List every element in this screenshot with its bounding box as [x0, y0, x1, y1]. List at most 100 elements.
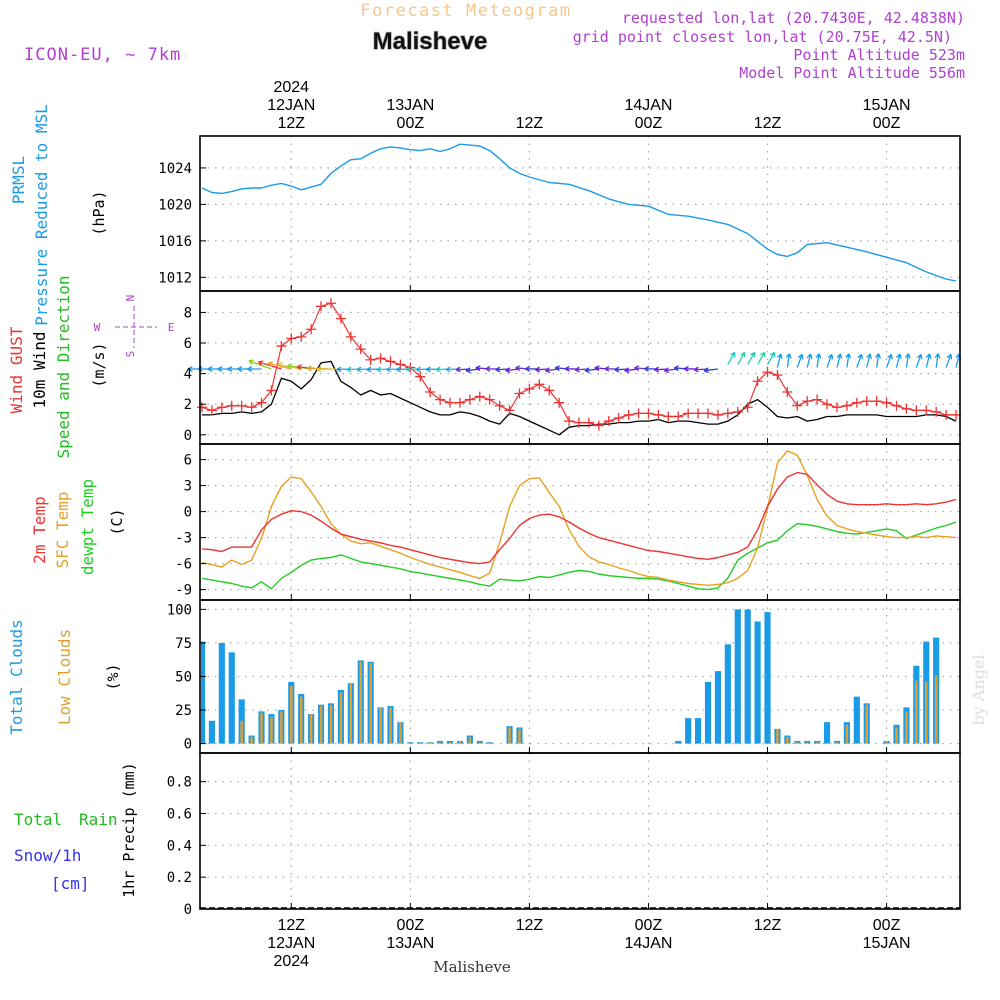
wind-speed-dir-label: Speed and Direction [54, 275, 73, 458]
compass-s: S [124, 351, 137, 358]
low-cloud-bar [885, 740, 888, 744]
total-cloud-bar [486, 742, 493, 744]
wind-direction-arrow [895, 353, 902, 368]
gust-marker [881, 397, 892, 408]
panel-frame [199, 290, 961, 445]
low-cloud-bar [796, 742, 799, 744]
bottom-time-label: 2024 [273, 953, 309, 970]
total-cloud-bar [228, 652, 235, 744]
low-cloud-bar [389, 707, 392, 744]
y-tick-label: 0.4 [167, 838, 192, 854]
gust-marker [613, 412, 624, 423]
gust-marker [831, 402, 842, 413]
total-cloud-bar [694, 718, 702, 744]
gust-marker [524, 383, 535, 394]
series-layer [187, 143, 962, 909]
top-time-label: 14JAN [624, 97, 672, 114]
gust-marker [752, 376, 763, 387]
gust-marker [782, 386, 793, 397]
gust-marker [702, 408, 713, 419]
wind-direction-arrow [737, 351, 746, 365]
low-cloud-bar [240, 720, 243, 744]
compass-e: E [168, 321, 175, 334]
gust-marker [435, 394, 446, 405]
total-cloud-bar [714, 671, 721, 744]
gust-marker [306, 324, 317, 335]
gust-marker [683, 408, 694, 419]
y-tick-label: 0 [184, 505, 192, 521]
bottom-time-label: 12Z [277, 917, 305, 934]
snow-unit-label: [cm] [51, 874, 90, 893]
gust-marker [335, 313, 346, 324]
gust-marker [554, 397, 565, 408]
footer-location: Malisheve [433, 958, 511, 976]
wind-direction-arrow [806, 353, 813, 368]
total-cloud-bar [853, 696, 860, 744]
compass-w: W [94, 321, 101, 334]
low-cloud-bar [309, 714, 313, 744]
panel-frame [199, 135, 961, 292]
gust-marker [355, 344, 366, 355]
gust-marker [286, 333, 297, 344]
wind-direction-arrow [703, 367, 718, 374]
total-cloud-bar [407, 742, 414, 744]
y-tick-label: 25 [175, 703, 192, 719]
y-tick-label: 1020 [158, 197, 192, 213]
gust-marker [732, 406, 743, 417]
y-tick-label: 1024 [158, 161, 192, 177]
bottom-time-label: 12Z [754, 917, 782, 934]
panel-frame [199, 443, 961, 601]
top-time-label: 13JAN [386, 97, 434, 114]
temp-unit-label: (C) [108, 508, 126, 535]
gust-marker [673, 411, 684, 422]
total-rain-label-total: Total [14, 810, 62, 829]
gust-marker [514, 388, 525, 399]
wind-direction-arrow [945, 353, 953, 368]
low-cloud-bar [438, 742, 442, 744]
wind-unit-label: (m/s) [90, 342, 108, 387]
low-cloud-bar [786, 736, 789, 744]
low-clouds-label: Low Clouds [55, 629, 74, 725]
low-cloud-bar [369, 663, 372, 744]
y-tick-label: 0 [184, 737, 192, 753]
wind-direction-arrow [796, 353, 804, 368]
gust-marker [345, 331, 356, 342]
gust-marker [841, 400, 852, 411]
gust-marker [564, 416, 575, 427]
bottom-time-label: 13JAN [386, 935, 434, 952]
top-time-label: 12Z [754, 115, 782, 132]
low-cloud-bar [280, 711, 283, 744]
gust-marker [891, 400, 902, 411]
gust-marker [792, 400, 803, 411]
gust-marker [941, 409, 952, 420]
gust-marker [653, 409, 664, 420]
wind-direction-arrow [757, 351, 766, 365]
total-clouds-label: Total Clouds [7, 619, 26, 735]
y-tick-label: 0 [184, 902, 192, 918]
sfc-temp-label: SFC Temp [53, 491, 72, 568]
wind-direction-arrow [845, 353, 852, 368]
total-cloud-bar [823, 722, 831, 744]
low-cloud-bar [359, 661, 362, 744]
wind-direction-arrow [247, 366, 262, 372]
model-point-altitude: Model Point Altitude 556m [739, 64, 965, 82]
y-tick-label: 50 [175, 670, 192, 686]
t2m-line [201, 471, 957, 565]
frame-layer [199, 135, 961, 910]
gust-marker [504, 405, 515, 416]
compass-n: N [124, 295, 137, 302]
low-cloud-bar [776, 728, 779, 744]
low-cloud-bar [458, 740, 462, 744]
wind-direction-arrow [747, 351, 756, 365]
dewpt-line [201, 521, 957, 591]
gust-marker [464, 394, 475, 405]
gust-marker [534, 379, 545, 390]
product-title: Forecast Meteogram [360, 1, 571, 21]
bottom-time-label: 00Z [397, 917, 425, 934]
gust-marker [226, 400, 237, 411]
prmsl-unit-label: (hPa) [90, 190, 108, 235]
dewpt-label: dewpt Temp [78, 479, 97, 575]
y-tick-label: 6 [184, 453, 192, 469]
gust-marker [415, 371, 426, 382]
bottom-time-label: 00Z [873, 917, 901, 934]
